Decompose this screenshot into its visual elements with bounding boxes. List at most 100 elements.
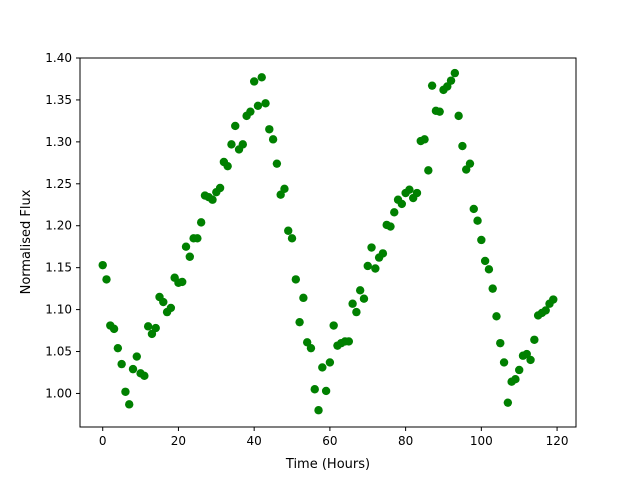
data-point xyxy=(484,265,494,274)
data-point xyxy=(151,323,160,333)
data-point xyxy=(549,295,558,304)
y-tick-label: 1.00 xyxy=(45,386,72,400)
y-tick-label: 1.40 xyxy=(45,51,72,65)
data-point xyxy=(287,234,297,243)
plot-area-frame xyxy=(79,57,577,428)
data-point xyxy=(98,260,107,270)
data-point xyxy=(499,358,509,367)
data-point xyxy=(348,299,357,308)
data-point xyxy=(249,77,259,86)
data-point xyxy=(284,226,293,235)
y-tick-label: 1.20 xyxy=(45,219,72,233)
data-point xyxy=(446,76,456,85)
y-tick-label: 1.30 xyxy=(45,135,72,149)
data-point xyxy=(367,243,376,252)
data-point xyxy=(109,324,119,334)
data-point xyxy=(496,338,505,348)
data-point xyxy=(390,208,399,217)
data-point xyxy=(272,159,282,168)
x-tick-label: 80 xyxy=(398,434,413,448)
data-point xyxy=(265,125,274,134)
data-point xyxy=(306,343,316,353)
data-point xyxy=(193,234,202,243)
data-point xyxy=(397,199,407,209)
data-point xyxy=(503,398,513,407)
data-point xyxy=(215,183,225,193)
data-point xyxy=(427,81,437,90)
data-point xyxy=(261,99,270,108)
data-point xyxy=(166,303,176,313)
data-point xyxy=(450,68,460,78)
data-point xyxy=(352,307,361,317)
data-point xyxy=(371,264,380,273)
data-point xyxy=(280,184,289,194)
data-point xyxy=(291,275,301,284)
x-tick-label: 40 xyxy=(247,434,262,448)
data-point xyxy=(299,293,308,303)
data-point xyxy=(480,256,490,266)
data-point xyxy=(185,252,194,261)
x-tick-label: 60 xyxy=(322,434,337,448)
data-point xyxy=(238,140,248,149)
data-point xyxy=(268,135,278,144)
y-tick-label: 1.15 xyxy=(45,261,72,275)
data-point xyxy=(355,286,365,295)
x-axis-label: Time (Hours) xyxy=(285,457,370,472)
data-point xyxy=(231,121,240,131)
data-point xyxy=(295,317,304,327)
data-point xyxy=(469,204,478,214)
data-point xyxy=(363,261,372,271)
data-point xyxy=(477,235,486,245)
data-point xyxy=(318,363,327,372)
x-tick-label: 0 xyxy=(99,434,107,448)
data-point xyxy=(405,185,414,194)
y-tick-label: 1.05 xyxy=(45,345,72,359)
data-point xyxy=(511,375,520,384)
data-point xyxy=(435,107,444,116)
data-point xyxy=(140,371,149,381)
y-axis-label: Normalised Flux xyxy=(19,189,34,294)
data-point xyxy=(458,141,467,151)
data-point xyxy=(159,297,168,307)
data-point xyxy=(208,195,217,204)
data-point xyxy=(223,161,232,171)
data-point xyxy=(386,222,395,231)
data-point xyxy=(515,365,524,375)
data-point xyxy=(132,352,141,361)
data-point xyxy=(412,188,422,198)
data-points xyxy=(98,68,558,415)
data-point xyxy=(257,73,266,82)
data-point xyxy=(178,277,187,287)
data-point xyxy=(196,218,206,227)
data-point xyxy=(378,249,388,258)
data-point xyxy=(117,359,126,369)
data-point xyxy=(143,322,153,331)
x-tick-label: 100 xyxy=(470,434,493,448)
y-tick-label: 1.25 xyxy=(45,177,72,191)
data-point xyxy=(473,216,482,225)
data-point xyxy=(420,135,429,144)
x-tick-label: 20 xyxy=(171,434,186,448)
x-tick-label: 120 xyxy=(546,434,569,448)
data-point xyxy=(113,343,123,353)
data-point xyxy=(121,387,130,396)
data-point xyxy=(128,364,138,374)
x-axis-ticks: 0 20 40 60 80 100 120 xyxy=(99,427,569,448)
data-point xyxy=(325,358,335,367)
data-point xyxy=(344,337,354,346)
data-point xyxy=(492,312,501,321)
data-point xyxy=(310,385,319,394)
data-point xyxy=(102,275,111,284)
y-axis-ticks: 1.00 1.05 1.10 1.15 1.20 1.25 1.30 1.35 1.40 xyxy=(45,51,80,400)
data-point xyxy=(526,355,535,365)
data-point xyxy=(246,107,255,116)
data-point xyxy=(181,242,191,251)
data-point xyxy=(321,386,331,396)
data-point xyxy=(488,284,497,293)
data-point xyxy=(314,406,323,415)
data-point xyxy=(530,335,539,344)
data-point xyxy=(227,140,236,149)
